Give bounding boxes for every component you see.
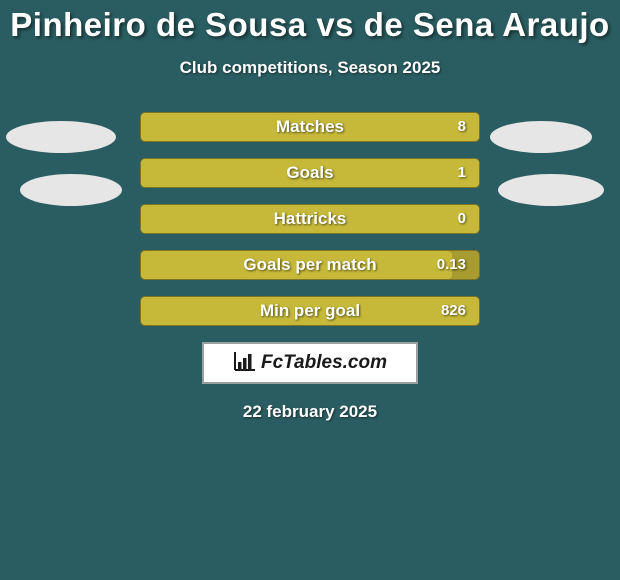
brand-box: FcTables.com — [202, 342, 418, 384]
stat-value: 8 — [140, 112, 466, 142]
snapshot-date: 22 february 2025 — [0, 402, 620, 422]
avatar-placeholder — [498, 174, 604, 206]
stat-value: 1 — [140, 158, 466, 188]
stat-row: Min per goal826 — [0, 296, 620, 326]
comparison-title: Pinheiro de Sousa vs de Sena Araujo — [0, 0, 620, 44]
bar-chart-icon — [233, 350, 257, 377]
stat-value: 0.13 — [140, 250, 466, 280]
avatar-placeholder — [20, 174, 122, 206]
stat-value: 0 — [140, 204, 466, 234]
stat-row: Hattricks0 — [0, 204, 620, 234]
comparison-subtitle: Club competitions, Season 2025 — [0, 58, 620, 78]
avatar-placeholder — [6, 121, 116, 153]
stat-row: Goals per match0.13 — [0, 250, 620, 280]
avatar-placeholder — [490, 121, 592, 153]
stat-value: 826 — [140, 296, 466, 326]
brand-text: FcTables.com — [261, 352, 387, 374]
